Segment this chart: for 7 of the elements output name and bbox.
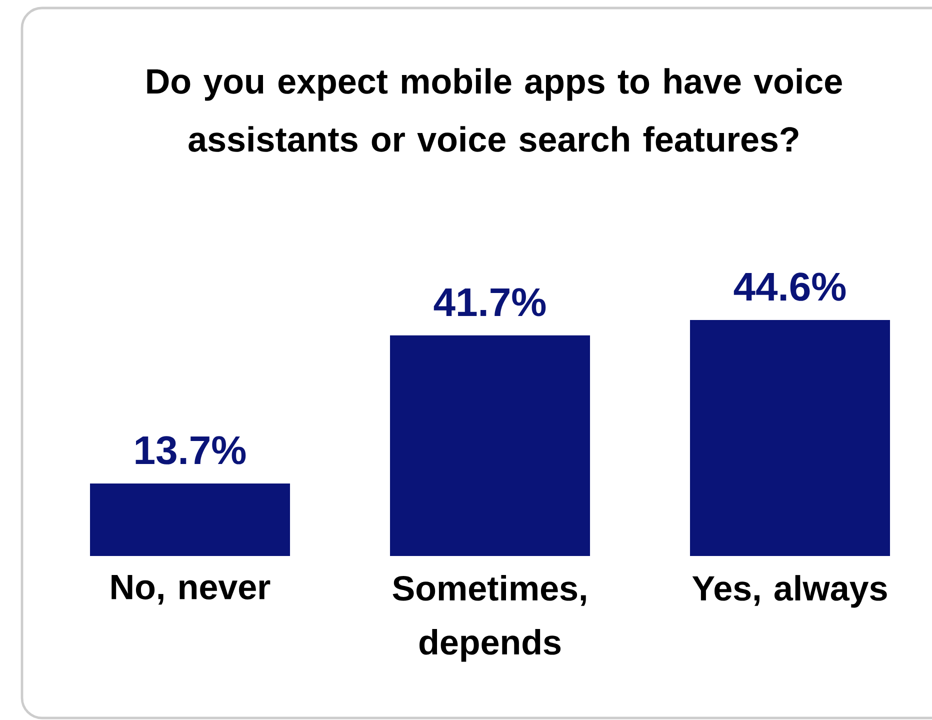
data-label: 44.6% [734,272,846,301]
data-label: 41.7% [434,288,546,316]
chart-title: Do you expect mobile apps to have voice assistants or voice search features? [147,68,842,152]
x-tick-label: Sometimes, depends [392,575,586,662]
x-tick-label: Yes, always [692,575,887,608]
data-label: 13.7% [136,436,246,464]
x-tick-label: No, never [112,575,270,605]
